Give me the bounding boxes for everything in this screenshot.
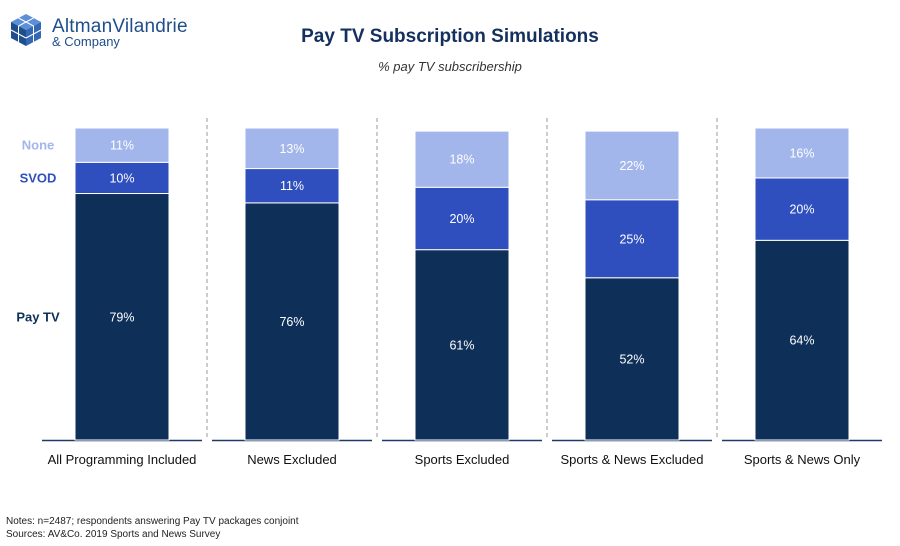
- category-label: Sports & News Only: [744, 452, 861, 467]
- data-label: 22%: [619, 159, 644, 173]
- data-label: 20%: [789, 203, 814, 217]
- data-label: 11%: [280, 179, 304, 193]
- bar-segment-none: [74, 127, 170, 163]
- category-label: Sports Excluded: [415, 452, 510, 467]
- bar-segment-pay-tv: [414, 249, 510, 441]
- legend-label-svod: SVOD: [20, 170, 57, 185]
- bar-segment-svod: [754, 177, 850, 241]
- bar-segment-svod: [244, 168, 340, 204]
- sources-line: Sources: AV&Co. 2019 Sports and News Sur…: [6, 529, 221, 540]
- brand-name: AltmanVilandrie: [52, 16, 188, 37]
- category-label: News Excluded: [247, 452, 337, 467]
- chart-subtitle: % pay TV subscribership: [378, 59, 522, 74]
- logo: AltmanVilandrie & Company: [8, 8, 208, 49]
- data-label: 10%: [109, 171, 134, 185]
- brand-tagline: & Company: [52, 34, 120, 49]
- data-label: 25%: [619, 232, 644, 246]
- data-label: 16%: [789, 146, 814, 160]
- category-label: All Programming Included: [48, 452, 197, 467]
- bar-segment-none: [244, 127, 340, 170]
- bar-segment-pay-tv: [244, 202, 340, 441]
- chart-title: Pay TV Subscription Simulations: [301, 26, 599, 47]
- legend-label-pay-tv: Pay TV: [16, 309, 60, 324]
- bar-segment-svod: [584, 199, 680, 279]
- data-label: 13%: [279, 142, 304, 156]
- bar-segment-pay-tv: [754, 239, 850, 441]
- data-label: 20%: [449, 212, 474, 226]
- notes-line: Notes: n=2487; respondents answering Pay…: [6, 516, 299, 527]
- logo-cube-icon: [10, 14, 42, 46]
- data-label: 18%: [449, 153, 474, 167]
- category-label: Sports & News Excluded: [560, 452, 703, 467]
- footnotes: Notes: n=2487; respondents answering Pay…: [6, 515, 299, 541]
- bar-segment-none: [754, 127, 850, 179]
- data-label: 61%: [449, 338, 474, 352]
- legend-label-none: None: [22, 138, 55, 153]
- data-label: 52%: [619, 352, 644, 366]
- data-label: 64%: [789, 334, 814, 348]
- bar-segment-none: [584, 130, 680, 201]
- bar-segment-pay-tv: [584, 277, 680, 441]
- bar-segment-none: [414, 130, 510, 188]
- data-label: 79%: [109, 310, 134, 324]
- bar-segment-pay-tv: [74, 193, 170, 441]
- bar-segment-svod: [74, 161, 170, 195]
- data-label: 76%: [279, 315, 304, 329]
- data-label: 11%: [110, 139, 134, 153]
